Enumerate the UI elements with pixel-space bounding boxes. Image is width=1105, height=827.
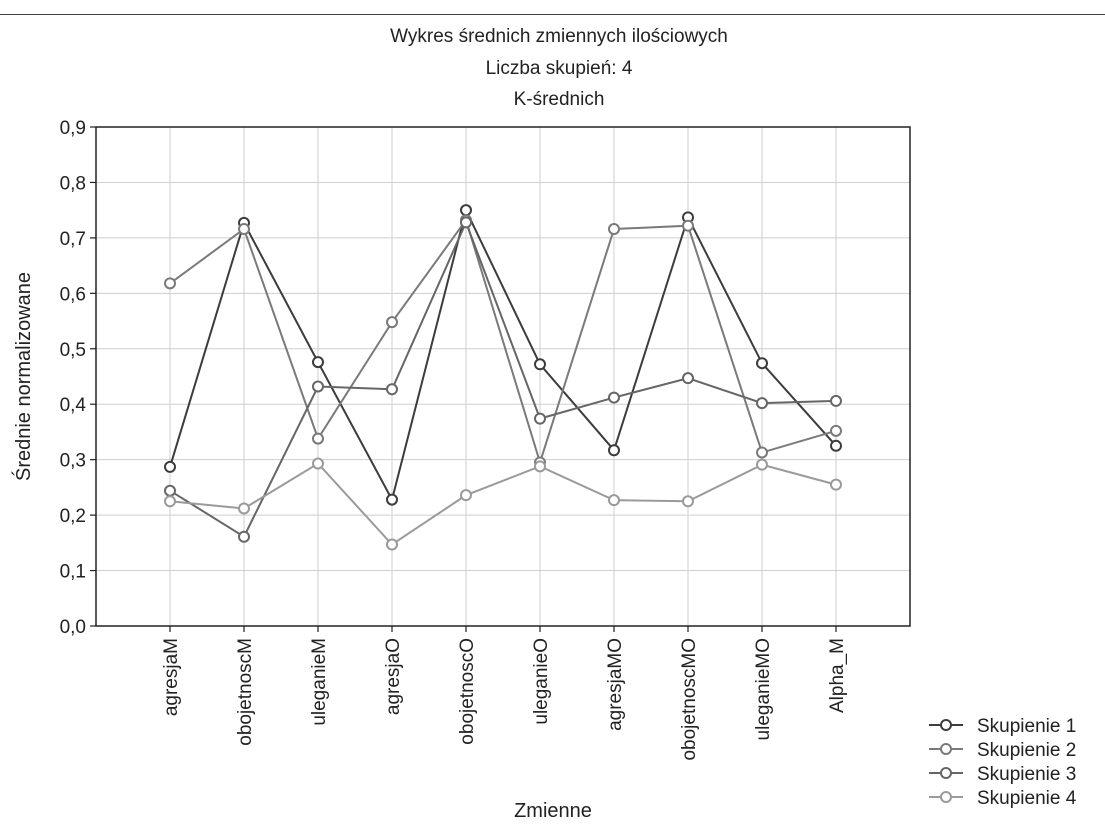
- series-skupienie-2: [164, 214, 842, 469]
- data-point: [756, 357, 768, 370]
- plot-frame: [95, 126, 911, 627]
- y-tick-label: 0,9: [60, 118, 86, 139]
- y-tick-label: 0,7: [60, 229, 86, 250]
- data-point: [460, 489, 472, 502]
- y-tick-label: 0,4: [60, 395, 87, 416]
- x-tick-label: agresjaMO: [605, 638, 626, 731]
- data-point: [682, 495, 694, 508]
- y-tick-label: 0,2: [60, 506, 86, 527]
- data-point: [608, 494, 620, 507]
- legend-item: Skupienie 2: [929, 740, 1076, 761]
- data-point: [312, 356, 324, 369]
- y-tick-label: 0,3: [60, 451, 86, 472]
- data-point: [238, 530, 250, 543]
- data-point: [386, 493, 398, 506]
- x-axis-label: Zmienne: [514, 800, 592, 822]
- data-point: [386, 538, 398, 551]
- series-skupienie-4: [164, 457, 842, 551]
- legend-label: Skupienie 4: [977, 788, 1077, 809]
- legend-label: Skupienie 2: [977, 740, 1076, 761]
- chart-title-line-3: K-średnich: [514, 89, 605, 110]
- chart-title: Wykres średnich zmiennych ilościowych Li…: [390, 26, 728, 110]
- grid: [96, 127, 910, 626]
- x-tick-label: Alpha_M: [827, 638, 848, 713]
- legend-label: Skupienie 3: [977, 764, 1076, 785]
- legend-marker: [940, 791, 952, 803]
- data-point: [238, 223, 250, 236]
- data-point: [756, 458, 768, 471]
- data-point: [830, 439, 842, 452]
- series-line: [169, 207, 837, 503]
- data-point: [682, 219, 694, 232]
- legend: Skupienie 1 Skupienie 2 Skupienie 3 Skupien…: [929, 716, 1077, 809]
- data-point: [164, 495, 176, 508]
- legend-marker: [940, 719, 952, 731]
- y-axis-label: Średnie normalizowane: [11, 272, 35, 481]
- data-point: [164, 460, 176, 473]
- data-point: [534, 460, 546, 473]
- x-tick-label: uleganieM: [309, 638, 330, 726]
- x-tick-label: obojetnoscM: [235, 638, 256, 746]
- chart-title-line-1: Wykres średnich zmiennych ilościowych: [390, 26, 728, 47]
- data-point: [386, 316, 398, 329]
- legend-item: Skupienie 1: [929, 716, 1076, 737]
- series-line: [169, 219, 837, 539]
- series-line: [169, 462, 837, 546]
- data-point: [312, 457, 324, 470]
- data-point: [460, 216, 472, 229]
- data-point: [534, 358, 546, 371]
- data-point: [386, 383, 398, 396]
- y-tick-label: 0,8: [60, 173, 86, 194]
- data-point: [830, 394, 842, 407]
- legend-item: Skupienie 4: [929, 788, 1077, 809]
- series-skupienie-1: [164, 204, 842, 506]
- legend-label: Skupienie 1: [977, 716, 1076, 737]
- data-point: [460, 204, 472, 217]
- legend-item: Skupienie 3: [929, 764, 1076, 785]
- data-point: [830, 478, 842, 491]
- x-tick-label: agresjaM: [161, 638, 182, 716]
- data-point: [238, 502, 250, 515]
- data-point: [312, 432, 324, 445]
- series-layer: [164, 204, 842, 551]
- data-point: [830, 424, 842, 437]
- y-tick-label: 0,0: [60, 617, 86, 638]
- x-axis: agresjaM obojetnoscM uleganieM agresjaO oboj…: [161, 626, 848, 761]
- y-tick-label: 0,1: [60, 562, 86, 583]
- legend-marker: [940, 743, 952, 755]
- y-tick-label: 0,5: [60, 340, 86, 361]
- data-point: [608, 391, 620, 404]
- series-skupienie-3: [164, 216, 842, 543]
- x-tick-label: uleganieMO: [753, 638, 774, 740]
- x-tick-label: obojetnoscO: [457, 638, 478, 745]
- y-axis: 0,0 0,1 0,2 0,3 0,4 0,5 0,6 0,7 0,8 0,9: [60, 118, 96, 638]
- data-point: [608, 223, 620, 236]
- data-point: [164, 484, 176, 497]
- x-tick-label: obojetnoscMO: [679, 638, 700, 761]
- x-tick-label: agresjaO: [383, 638, 404, 715]
- data-point: [164, 277, 176, 290]
- series-line: [169, 217, 837, 466]
- top-rule: [0, 14, 1105, 15]
- chart-title-line-2: Liczba skupień: 4: [486, 58, 633, 79]
- x-tick-label: uleganieO: [531, 638, 552, 725]
- data-point: [682, 372, 694, 385]
- data-point: [608, 444, 620, 457]
- data-point: [756, 446, 768, 459]
- data-point: [756, 397, 768, 410]
- legend-marker: [940, 767, 952, 779]
- data-point: [534, 412, 546, 425]
- y-tick-label: 0,6: [60, 284, 86, 305]
- data-point: [312, 380, 324, 393]
